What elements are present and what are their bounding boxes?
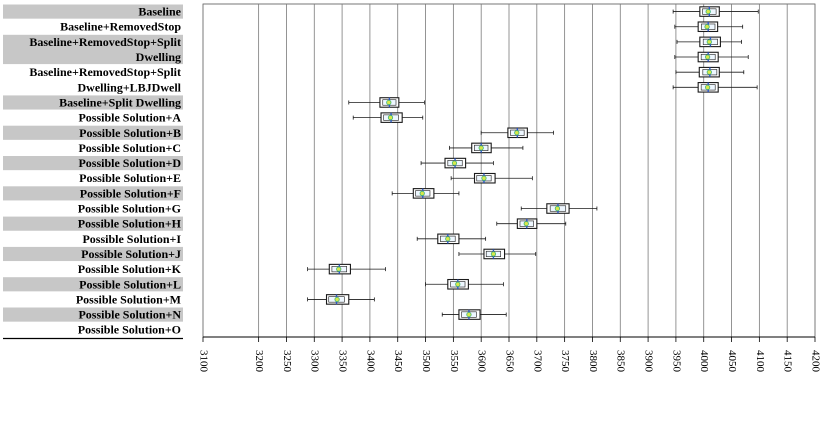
box-plot	[674, 51, 749, 63]
mean-marker	[705, 8, 711, 15]
x-tick-label: 3850	[615, 350, 627, 373]
category-band	[3, 156, 183, 171]
category-label: Possible Solution+C	[78, 141, 181, 155]
box-plot	[675, 66, 745, 78]
box-plot	[672, 82, 758, 93]
x-tick-label: 3400	[364, 350, 376, 373]
category-band	[3, 307, 183, 322]
category-label: Baseline+RemovedStop	[60, 20, 181, 34]
x-tick-label: 4000	[698, 350, 710, 373]
box-plot	[674, 21, 744, 33]
x-tick-label: 3700	[531, 350, 543, 373]
x-tick-label: 3650	[503, 350, 515, 373]
category-label: Baseline+Split Dwelling	[59, 95, 181, 109]
box-plot	[672, 6, 759, 17]
box-plot	[391, 188, 460, 199]
mean-marker	[478, 145, 484, 151]
category-label: Baseline	[138, 5, 181, 19]
category-label: Possible Solution+H	[78, 217, 182, 231]
x-tick-label: 3550	[448, 350, 460, 373]
x-tick-label: 4100	[754, 350, 766, 373]
category-label: Possible Solution+E	[79, 171, 181, 185]
category-label: Possible Solution+N	[78, 308, 181, 322]
category-band	[3, 95, 183, 110]
category-band	[3, 34, 183, 65]
category-band	[3, 277, 183, 292]
category-band	[3, 4, 183, 19]
category-label: Possible Solution+K	[78, 262, 182, 276]
mean-marker	[514, 130, 520, 136]
mean-marker	[336, 266, 342, 272]
x-tick-label: 3950	[670, 350, 682, 373]
mean-marker	[386, 99, 392, 106]
box-plot	[307, 263, 386, 275]
x-tick-label: 3900	[643, 350, 655, 373]
x-tick-label: 3450	[392, 350, 404, 373]
mean-marker	[704, 24, 710, 30]
mean-marker	[455, 281, 461, 287]
category-label: Possible Solution+A	[78, 111, 181, 125]
mean-marker	[705, 54, 711, 60]
box-plot	[348, 97, 425, 108]
category-band	[3, 125, 183, 140]
x-tick-label: 3600	[476, 350, 488, 373]
category-label: Possible Solution+J	[81, 247, 181, 261]
x-tick-label: 3300	[309, 350, 321, 373]
x-tick-label: 3350	[337, 350, 349, 373]
mean-marker	[706, 39, 712, 45]
mean-marker	[705, 84, 711, 90]
x-tick-label: 4150	[782, 350, 794, 373]
box-plot	[496, 218, 567, 229]
category-label: Baseline+RemovedStop+Split	[29, 65, 181, 79]
category-label: Possible Solution+I	[82, 232, 181, 246]
category-label-line2: Dwelling	[136, 50, 181, 64]
category-label: Possible Solution+D	[78, 156, 181, 170]
mean-marker	[419, 190, 425, 196]
box-plot	[450, 172, 533, 184]
mean-marker	[523, 221, 529, 227]
box-plot	[480, 127, 554, 139]
x-tick-label: 4050	[726, 350, 738, 373]
x-tick-label: 3800	[587, 350, 599, 373]
box-plot	[676, 36, 742, 48]
box-plot	[416, 233, 487, 245]
category-label: Possible Solution+O	[78, 323, 181, 337]
category-label: Possible Solution+L	[79, 277, 181, 291]
box-plot	[425, 278, 504, 290]
mean-marker	[490, 251, 497, 257]
category-band	[3, 186, 183, 201]
category-label: Baseline+RemovedStop+Split	[29, 35, 181, 49]
box-plot	[441, 309, 507, 320]
mean-marker	[706, 69, 712, 75]
category-label-line2: Dwelling+LBJDwell	[77, 80, 181, 94]
mean-marker	[451, 160, 458, 166]
box-plot	[307, 294, 375, 305]
x-tick-label: 3200	[253, 350, 265, 373]
box-plot	[449, 142, 524, 154]
mean-marker	[481, 175, 487, 181]
box-plot	[520, 203, 598, 214]
box-plot	[352, 112, 424, 123]
mean-marker	[387, 115, 394, 121]
box-plot	[458, 248, 537, 260]
box-plot	[420, 157, 494, 169]
x-tick-label: 4200	[809, 350, 821, 373]
category-label: Possible Solution+G	[78, 202, 181, 216]
mean-marker	[554, 205, 561, 212]
category-band	[3, 216, 183, 231]
category-label: Possible Solution+F	[80, 186, 181, 200]
mean-marker	[466, 311, 472, 318]
category-label: Possible Solution+M	[76, 292, 181, 306]
x-tick-label: 3100	[197, 350, 209, 373]
x-tick-label: 3750	[559, 350, 571, 373]
x-tick-label: 3250	[281, 350, 293, 373]
mean-marker	[445, 236, 451, 242]
x-tick-label: 3500	[420, 350, 432, 373]
mean-marker	[334, 296, 340, 303]
category-band	[3, 246, 183, 262]
category-label: Possible Solution+B	[79, 126, 181, 140]
